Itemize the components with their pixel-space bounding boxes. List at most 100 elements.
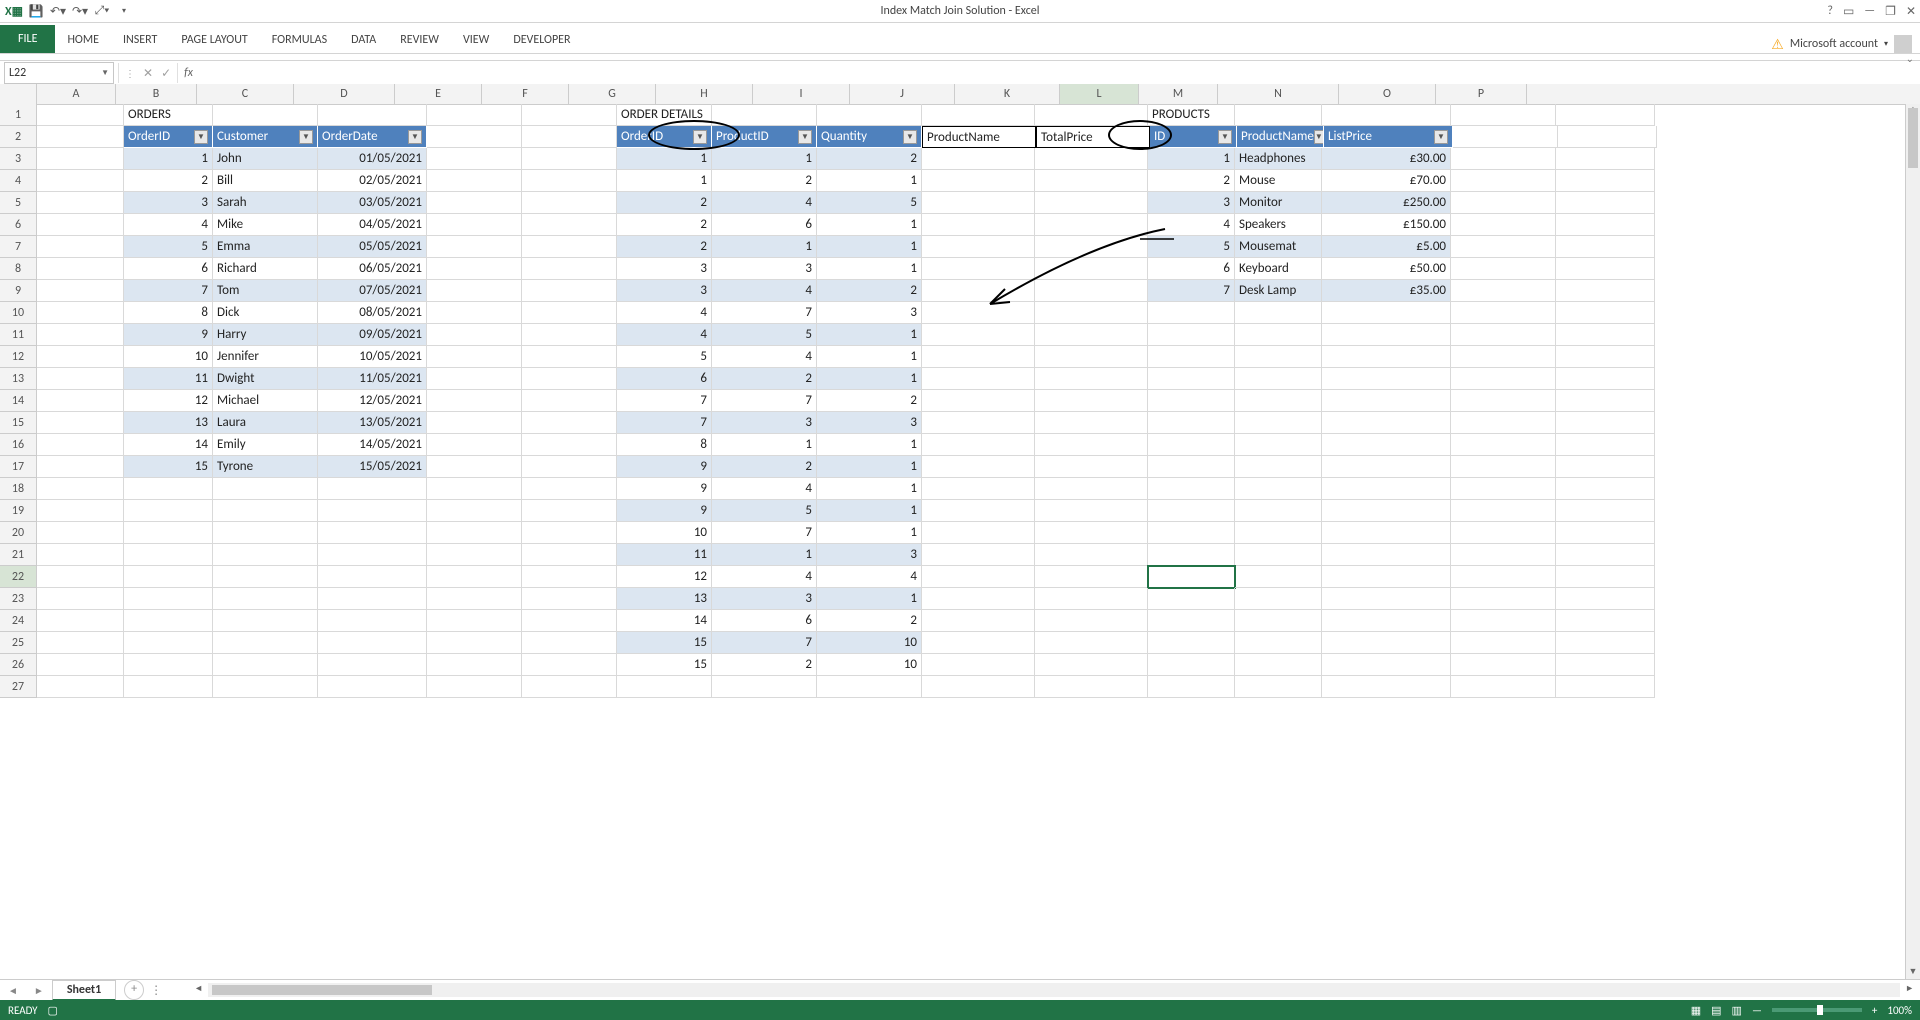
cell[interactable]: 1 (817, 346, 922, 368)
cell[interactable]: Monitor (1235, 192, 1322, 214)
cell[interactable] (213, 104, 318, 126)
tab-developer[interactable]: DEVELOPER (501, 26, 582, 53)
cell[interactable] (1235, 610, 1322, 632)
row-header[interactable]: 16 (0, 434, 37, 456)
cell[interactable] (522, 170, 617, 192)
column-header[interactable]: K (955, 84, 1060, 104)
cell[interactable] (427, 544, 522, 566)
cell[interactable] (1322, 434, 1451, 456)
cell[interactable] (922, 478, 1035, 500)
cell[interactable] (37, 258, 124, 280)
cell[interactable] (1556, 522, 1655, 544)
cell[interactable]: 6 (1148, 258, 1235, 280)
cell[interactable] (922, 368, 1035, 390)
cell[interactable] (213, 522, 318, 544)
ribbon-display-icon[interactable]: ▭ (1843, 4, 1854, 19)
cell[interactable]: Laura (213, 412, 318, 434)
cell[interactable] (522, 456, 617, 478)
cell[interactable] (1556, 148, 1655, 170)
row-header[interactable]: 10 (0, 302, 37, 324)
cell[interactable] (522, 390, 617, 412)
cell[interactable] (1148, 368, 1235, 390)
cell[interactable] (213, 500, 318, 522)
cell[interactable] (1035, 478, 1148, 500)
cell[interactable] (922, 302, 1035, 324)
sheet-nav-prev-icon[interactable]: ◄ (0, 984, 26, 997)
cell[interactable] (124, 632, 213, 654)
row-header[interactable]: 1 (0, 104, 37, 126)
cell[interactable]: 2 (817, 148, 922, 170)
cell[interactable] (213, 676, 318, 698)
cell[interactable] (1556, 280, 1655, 302)
cell[interactable] (1556, 104, 1655, 126)
cell[interactable] (318, 478, 427, 500)
cell[interactable] (522, 368, 617, 390)
cell[interactable] (427, 302, 522, 324)
cell[interactable] (318, 676, 427, 698)
cell[interactable]: 7 (617, 412, 712, 434)
cell[interactable]: 7 (617, 390, 712, 412)
row-header[interactable]: 20 (0, 522, 37, 544)
row-header[interactable]: 18 (0, 478, 37, 500)
macro-record-icon[interactable]: ▢ (48, 1004, 58, 1017)
cell[interactable]: 4 (712, 192, 817, 214)
cell[interactable] (817, 676, 922, 698)
cell[interactable] (1451, 676, 1556, 698)
row-header[interactable]: 4 (0, 170, 37, 192)
cell[interactable] (427, 192, 522, 214)
column-header[interactable]: F (482, 84, 569, 104)
cell[interactable]: 1 (817, 522, 922, 544)
ribbon-collapse-icon[interactable]: ⌄ (1906, 52, 1914, 65)
row-header[interactable]: 17 (0, 456, 37, 478)
row-header[interactable]: 11 (0, 324, 37, 346)
table-header[interactable]: OrderID▼ (124, 126, 213, 148)
cell[interactable] (1453, 126, 1558, 148)
cell[interactable]: 5 (124, 236, 213, 258)
cell[interactable]: £250.00 (1322, 192, 1451, 214)
cell[interactable] (37, 126, 124, 148)
tab-home[interactable]: HOME (55, 26, 111, 53)
cell[interactable] (427, 610, 522, 632)
scroll-down-icon[interactable]: ▼ (1906, 966, 1920, 980)
cell[interactable] (37, 346, 124, 368)
cell[interactable] (1035, 588, 1148, 610)
cell[interactable]: 15 (617, 654, 712, 676)
cell[interactable] (1148, 456, 1235, 478)
cell[interactable] (522, 192, 617, 214)
cell[interactable]: 1 (817, 236, 922, 258)
row-header[interactable]: 24 (0, 610, 37, 632)
cell[interactable] (124, 610, 213, 632)
cell[interactable]: 4 (617, 324, 712, 346)
tab-file[interactable]: FILE (0, 25, 55, 53)
cell[interactable] (37, 544, 124, 566)
cell[interactable]: Richard (213, 258, 318, 280)
cell[interactable] (1035, 676, 1148, 698)
cell[interactable] (1451, 390, 1556, 412)
row-header[interactable]: 12 (0, 346, 37, 368)
cell[interactable] (318, 632, 427, 654)
cell[interactable] (1451, 214, 1556, 236)
cell[interactable] (213, 654, 318, 676)
account-dropdown-icon[interactable]: ▾ (1884, 39, 1888, 49)
cell[interactable] (1451, 104, 1556, 126)
cell[interactable] (1451, 478, 1556, 500)
filter-dropdown-icon[interactable]: ▼ (1218, 130, 1232, 144)
fx-icon[interactable]: fx (178, 66, 199, 80)
row-header[interactable]: 26 (0, 654, 37, 676)
cell[interactable] (124, 654, 213, 676)
cell[interactable] (318, 544, 427, 566)
cell[interactable] (1556, 346, 1655, 368)
cell[interactable]: 1 (817, 588, 922, 610)
cell[interactable] (1451, 170, 1556, 192)
cell[interactable] (1035, 566, 1148, 588)
zoom-out-icon[interactable]: — (1752, 1004, 1762, 1017)
cell[interactable] (1322, 632, 1451, 654)
cell[interactable]: 4 (712, 346, 817, 368)
cell[interactable] (37, 456, 124, 478)
cell[interactable] (1035, 368, 1148, 390)
cell[interactable]: 13/05/2021 (318, 412, 427, 434)
cell[interactable] (1235, 390, 1322, 412)
cell[interactable] (1556, 236, 1655, 258)
cell[interactable] (427, 236, 522, 258)
cell[interactable] (1235, 588, 1322, 610)
